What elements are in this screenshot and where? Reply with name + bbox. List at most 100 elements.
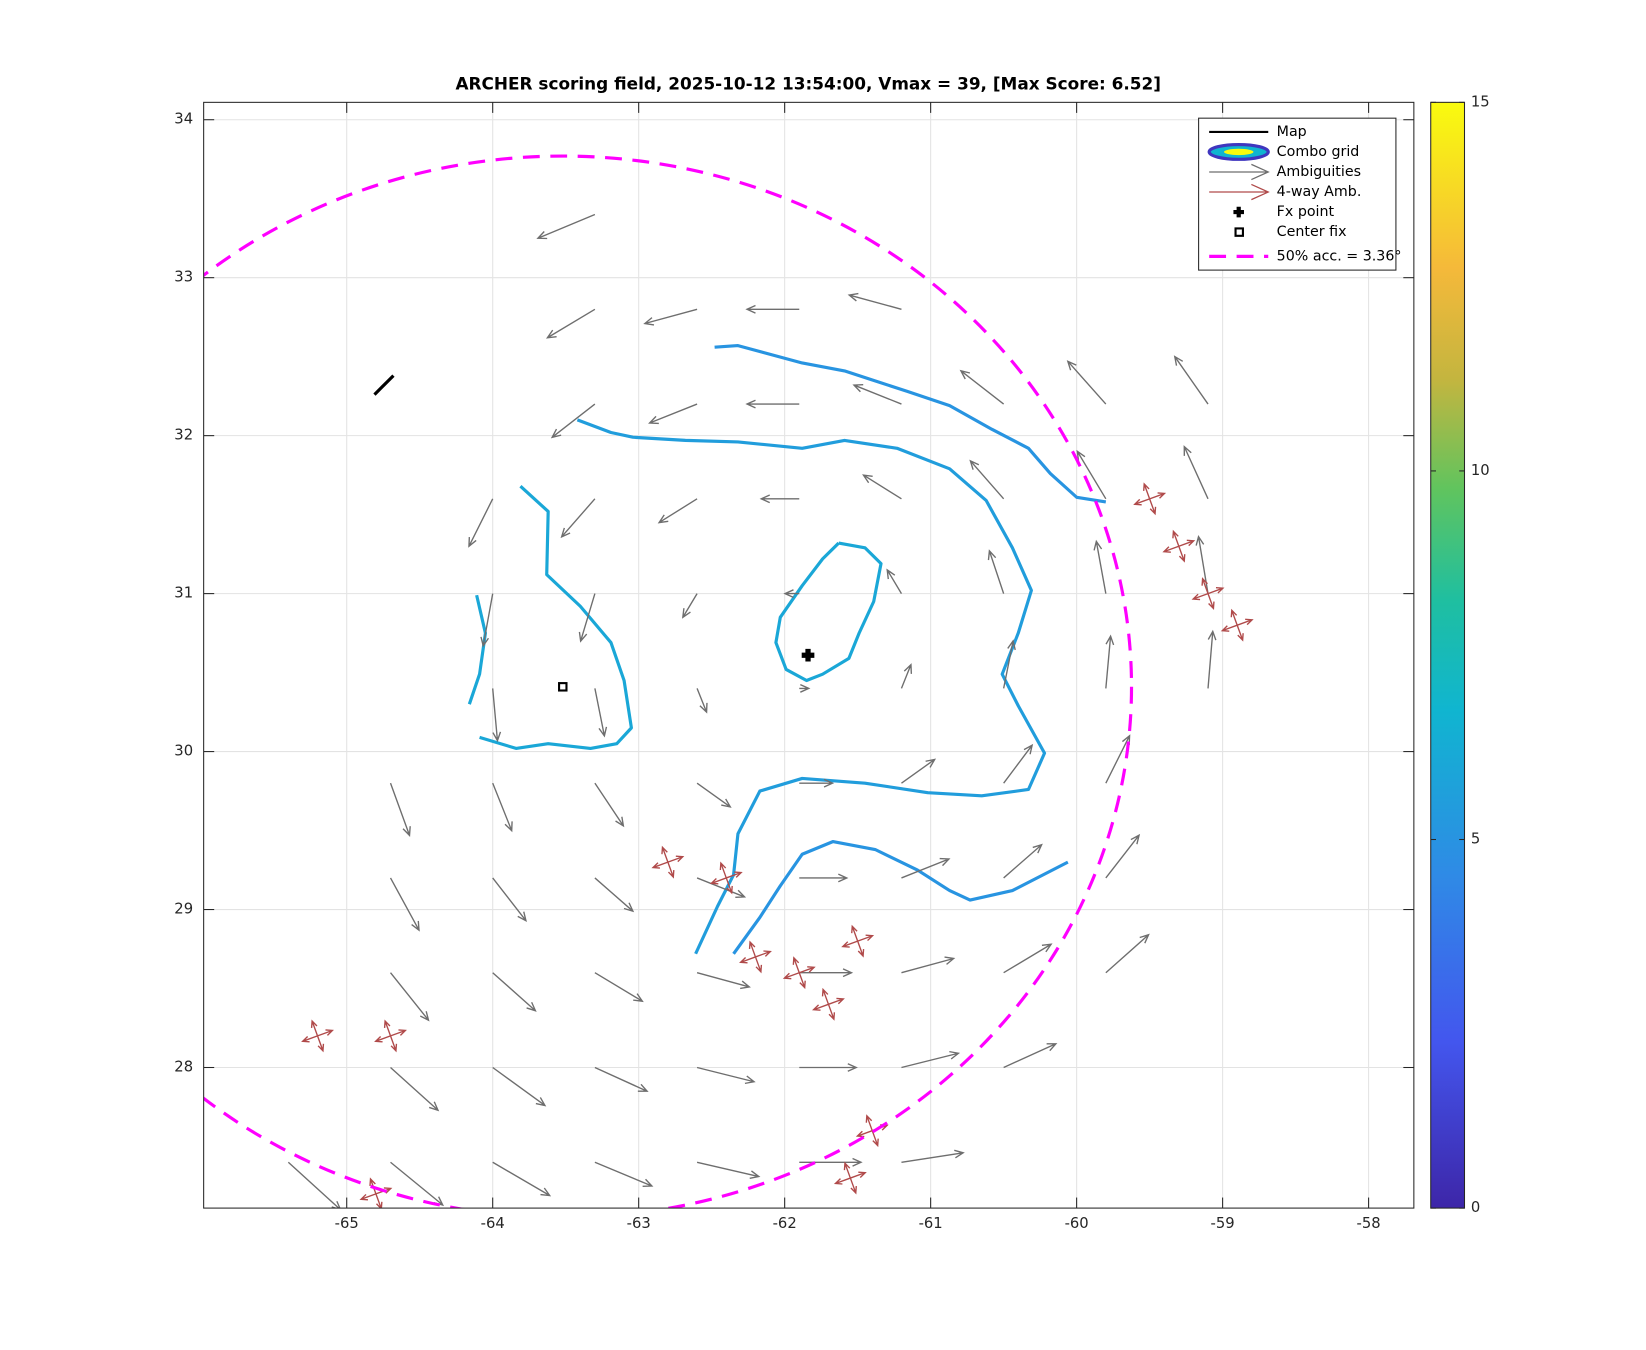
wind-arrow (681, 593, 698, 619)
wind-arrow (696, 782, 732, 808)
four-way-ambiguity (709, 861, 743, 895)
wind-arrow (696, 688, 708, 714)
wind-arrow (468, 498, 494, 548)
legend-symbol (1209, 183, 1270, 201)
wind-arrow (862, 474, 902, 500)
wind-arrow (799, 1157, 863, 1167)
wind-arrow (492, 972, 537, 1012)
x-tick-label: -62 (773, 1215, 797, 1232)
axes: -65 -64 -63 -62 -61 -60 -59 -58 28 29 30 31 32 33 34 (174, 102, 1414, 1232)
wind-arrow (1105, 634, 1115, 689)
center-fix (558, 682, 568, 692)
wind-arrow (745, 399, 800, 409)
grid (203, 102, 1414, 1209)
legend-label: Fx point (1277, 204, 1335, 220)
wind-arrow (594, 688, 608, 738)
wind-arrow (657, 498, 698, 524)
wind-arrow (550, 403, 596, 439)
legend: Map Combo grid Ambiguities 4-way Amb. Fx poi… (1198, 117, 1402, 271)
wind-arrow (643, 308, 698, 326)
wind-arrow (1207, 629, 1217, 689)
y-tick-label: 31 (174, 585, 193, 602)
wind-arrow (1003, 743, 1034, 784)
x-tick-label: -63 (627, 1215, 651, 1232)
contour-line (732, 840, 1069, 955)
four-way-ambiguity (651, 845, 685, 879)
legend-label: Combo grid (1277, 144, 1360, 160)
wind-arrow (799, 1063, 858, 1072)
wind-arrow (1002, 639, 1016, 689)
wind-arrow (847, 292, 902, 310)
wind-arrow (799, 968, 854, 978)
chart-title: ARCHER scoring field, 2025-10-12 13:54:0… (455, 73, 1161, 93)
y-tick-label: 34 (174, 111, 193, 128)
wind-arrow (390, 1066, 440, 1112)
wind-arrow (1105, 833, 1141, 879)
wind-arrow (594, 1066, 649, 1092)
four-way-ambiguity (739, 940, 772, 974)
legend-symbol (1223, 148, 1254, 156)
four-way-ambiguity (1162, 529, 1196, 563)
x-tick-label: -58 (1357, 1215, 1381, 1232)
fx-point (801, 648, 815, 662)
wind-arrow (480, 593, 494, 648)
wind-arrow (389, 877, 420, 932)
wind-arrow (648, 403, 698, 425)
axes-box (203, 101, 1415, 1209)
wind-arrow (969, 459, 1005, 500)
four-way-ambiguity (374, 1019, 407, 1053)
plot-content (203, 154, 1254, 1209)
wind-arrow (594, 782, 625, 828)
legend-symbol (1234, 227, 1244, 237)
y-tick-label: 29 (174, 901, 193, 918)
wind-arrow (1093, 539, 1107, 594)
contour-line (467, 594, 487, 705)
wind-arrow (959, 369, 1005, 405)
colorbar-tick-label: 15 (1471, 93, 1490, 110)
wind-arrow (1183, 445, 1209, 500)
four-way-ambiguity (1133, 482, 1167, 516)
x-tick-label: -59 (1211, 1215, 1235, 1232)
legend-label: Map (1277, 124, 1307, 140)
wind-arrow (389, 782, 411, 837)
legend-label: Center fix (1277, 224, 1347, 240)
wind-arrow (696, 1161, 761, 1179)
four-way-ambiguity (301, 1019, 334, 1053)
four-way-ambiguity (812, 987, 845, 1021)
wind-arrow (696, 1066, 756, 1085)
legend-label: Ambiguities (1277, 164, 1361, 180)
wind-arrow (901, 956, 956, 974)
four-way-ambiguity (782, 956, 816, 990)
wind-arrow (759, 494, 800, 504)
wind-arrow (900, 663, 913, 689)
map-line (373, 374, 395, 396)
four-way-ambiguity (1191, 577, 1225, 611)
wind-arrow (901, 857, 951, 879)
wind-arrow (492, 1161, 552, 1197)
wind-arrow (1076, 449, 1107, 500)
legend-label: 4-way Amb. (1277, 184, 1362, 200)
wind-arrow (1105, 933, 1150, 974)
x-tick-label: -65 (335, 1215, 359, 1232)
four-way-ambiguity (1220, 608, 1254, 642)
legend-symbol (1233, 206, 1244, 218)
x-tick-label: -64 (481, 1215, 505, 1232)
wind-arrow (536, 213, 596, 240)
wind-arrow (389, 972, 430, 1022)
legend-label: 50% acc. = 3.36° (1277, 248, 1402, 264)
contour-line (714, 344, 1107, 504)
y-tick-label: 28 (174, 1059, 193, 1076)
wind-arrow (1003, 843, 1043, 879)
colorbar-tick-label: 0 (1471, 1199, 1480, 1216)
wind-arrow (745, 304, 800, 314)
wind-arrow (799, 873, 849, 883)
x-tick-label: -60 (1065, 1215, 1089, 1232)
wind-arrow (560, 498, 596, 539)
wind-arrow (594, 877, 635, 913)
wind-arrow (578, 593, 596, 643)
wind-arrow (696, 972, 751, 990)
colorbar-scale (1430, 101, 1466, 1209)
wind-arrow (594, 972, 644, 1003)
